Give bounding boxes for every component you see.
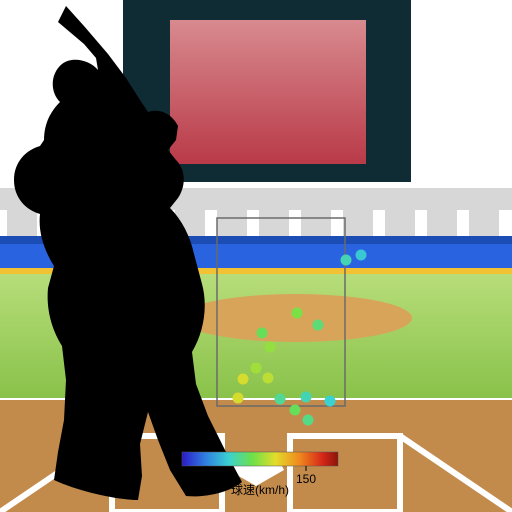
- pitch-point: [356, 250, 367, 261]
- legend-label: 球速(km/h): [231, 483, 289, 497]
- pitch-point: [341, 255, 352, 266]
- legend-tick-label: 100: [196, 472, 216, 486]
- pitch-point: [251, 363, 262, 374]
- pitch-point: [233, 393, 244, 404]
- legend-colorbar: [182, 452, 338, 466]
- pitch-point: [301, 392, 312, 403]
- pitch-point: [313, 320, 324, 331]
- stand-column: [427, 194, 457, 238]
- stand-column: [343, 194, 373, 238]
- stand-column: [217, 194, 247, 238]
- stand-column: [385, 194, 415, 238]
- pitch-point: [263, 373, 274, 384]
- pitch-point: [325, 396, 336, 407]
- pitch-point: [303, 415, 314, 426]
- stand-column: [469, 194, 499, 238]
- pitch-point: [238, 374, 249, 385]
- pitch-point: [290, 405, 301, 416]
- chart-svg: 100 150 球速(km/h): [0, 0, 512, 512]
- pitch-point: [265, 342, 276, 353]
- pitch-point: [292, 308, 303, 319]
- legend-tick-label: 150: [296, 472, 316, 486]
- pitch-point: [257, 328, 268, 339]
- pitch-location-chart: 100 150 球速(km/h): [0, 0, 512, 512]
- pitch-point: [275, 394, 286, 405]
- scoreboard-screen: [170, 20, 366, 164]
- stand-column: [259, 194, 289, 238]
- stand-column: [301, 194, 331, 238]
